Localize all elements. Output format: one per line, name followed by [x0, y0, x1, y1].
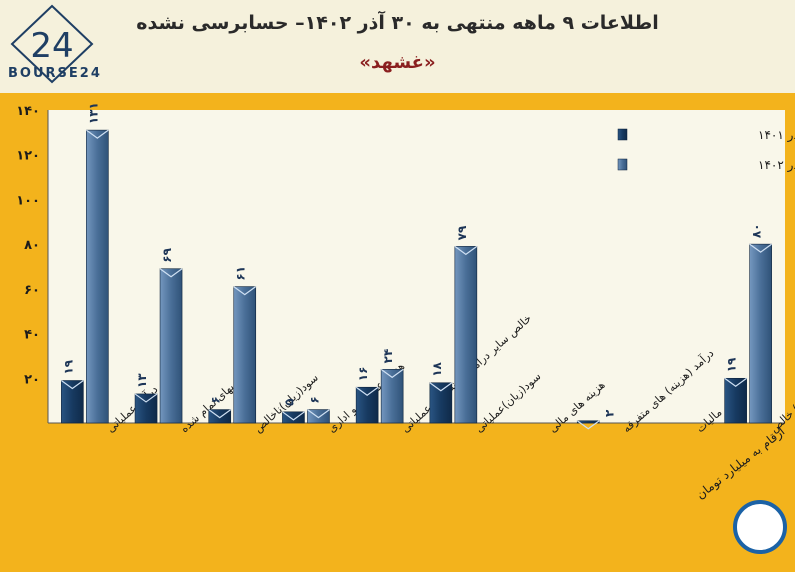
bar [454, 246, 478, 424]
bar [159, 268, 183, 424]
bar-value-label: ۶۹ [160, 247, 174, 262]
bar-cap [307, 409, 330, 419]
bar-cap [380, 368, 404, 379]
bar-cap [208, 409, 232, 419]
bar-value-label: ۲ [602, 409, 616, 417]
bar-cap [355, 386, 379, 396]
legend-swatch [617, 158, 628, 171]
bar-value-label: ۷۹ [455, 225, 469, 240]
bar [233, 286, 257, 424]
bar-cap [159, 268, 183, 278]
y-tick-label: ۲۰ [24, 372, 40, 387]
bar-value-label: ۶ [209, 396, 223, 403]
bar [724, 377, 747, 424]
bar-cap [134, 393, 158, 403]
bar-cap [576, 420, 600, 430]
bar-value-label: ۱۳۱ [86, 102, 100, 124]
bar [282, 411, 305, 424]
bar [429, 382, 453, 424]
bar-cap [282, 411, 305, 421]
bar-value-label: ۶۱ [234, 266, 248, 281]
bar-value-label: ۱۹ [725, 357, 739, 372]
y-tick-label: ۴۰ [24, 328, 40, 343]
y-tick-label: ۶۰ [24, 283, 40, 298]
bar-value-label: ۱۳ [135, 373, 149, 388]
bar-cap [85, 129, 109, 139]
bar [134, 393, 158, 424]
logo-text: BOURSE24 [8, 66, 102, 81]
bar-value-label: ۱۹ [61, 359, 75, 374]
bar-value-label: ۶ [307, 396, 321, 403]
bar [355, 386, 379, 424]
bar-cap [724, 377, 748, 388]
chart-trend-icon [733, 500, 787, 554]
chart-subtitle: «غشهد» [359, 52, 436, 73]
bar [749, 243, 772, 424]
y-tick-label: ۸۰ [24, 238, 40, 253]
bar [380, 369, 404, 424]
y-tick-label: ۱۰۰ [16, 193, 40, 208]
bar-cap [429, 382, 453, 392]
legend-label: عملکرد منتهی به آذر ۱۴۰۱ [758, 127, 795, 143]
legend-swatch [617, 128, 628, 141]
bar-value-label: ۸۰ [750, 223, 764, 238]
bar [576, 420, 600, 424]
y-tick-label: ۱۲۰ [16, 149, 40, 164]
bar-value-label: ۲۴ [381, 349, 395, 364]
bar-value-label: ۱۶ [356, 367, 370, 382]
bar-value-label: ۵ [282, 398, 296, 405]
bar [61, 380, 84, 424]
legend-label: عملکرد منتهی به آذر ۱۴۰۲ [758, 157, 795, 173]
legend: عملکرد منتهی به آذر ۱۴۰۱ عملکرد منتهی به … [617, 127, 795, 173]
logo-mark: 24 [30, 26, 73, 66]
bars: ۱۹ ۱۳۱ ۱۳ ۶۹ ۶ ۶۱ ۵ ۶ ۱۶ ۲۴ ۱۸ ۷۹ ۲ ۱۹ ۸۰ [60, 102, 773, 430]
bar-cap [233, 286, 257, 296]
bourse24-logo: 24 [10, 4, 94, 84]
bar-value-label: ۱۸ [430, 361, 444, 376]
bar-cap [60, 380, 84, 390]
y-tick-label: ۱۴۰ [16, 104, 40, 119]
bar-cap [749, 243, 773, 253]
chart-title: اطلاعات ۹ ماهه منتهی به ۳۰ آذر ۱۴۰۲– حسا… [136, 12, 659, 34]
bar [86, 129, 109, 424]
bar-cap [454, 245, 478, 256]
